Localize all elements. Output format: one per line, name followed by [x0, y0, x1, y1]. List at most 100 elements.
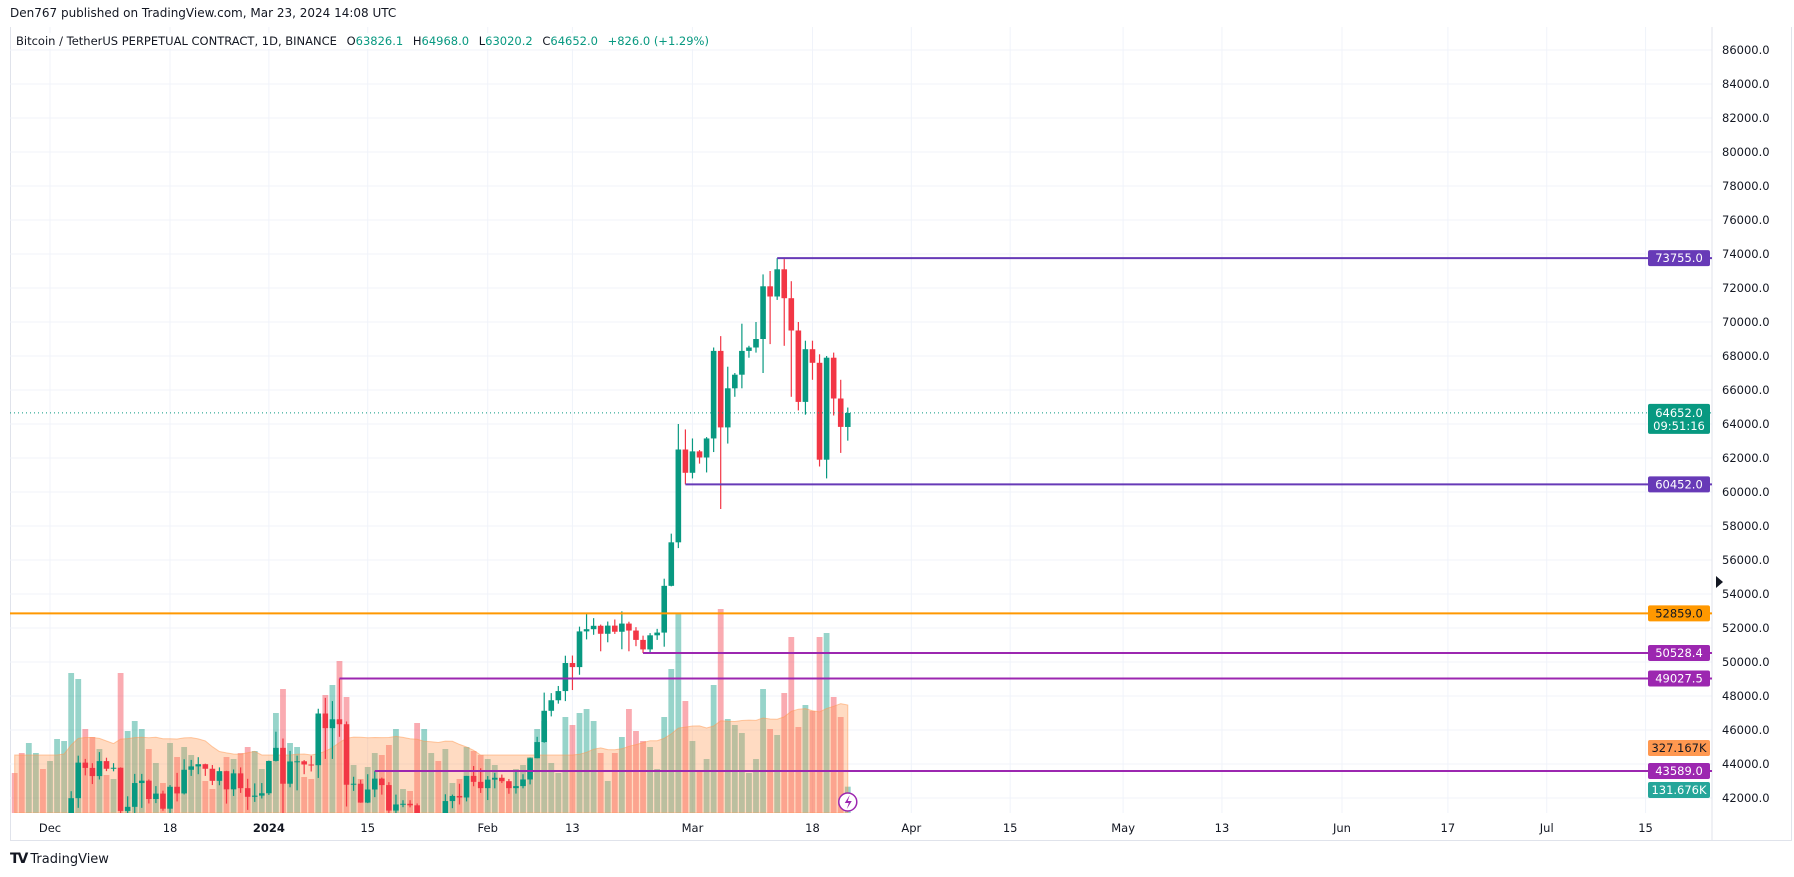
candle-body	[209, 768, 216, 781]
candle-body	[153, 793, 159, 800]
candle-body	[640, 639, 646, 650]
volume-bar	[110, 779, 117, 813]
candle-body	[562, 663, 569, 692]
volume-bar	[32, 753, 39, 813]
candle-body	[576, 631, 583, 668]
volume-bar	[61, 741, 68, 813]
candle-body	[724, 388, 731, 428]
volume-bar	[760, 689, 766, 813]
symbol-title[interactable]: Bitcoin / TetherUS PERPETUAL CONTRACT, 1…	[16, 34, 337, 48]
volume-bar	[633, 731, 639, 813]
price-tick-label: 80000.0	[1722, 145, 1770, 159]
level-price-tag: 52859.0	[1655, 606, 1703, 620]
candle-body	[647, 635, 653, 650]
plot-area	[10, 257, 1712, 870]
volume-bar	[731, 725, 738, 813]
scroll-to-realtime-icon[interactable]	[1716, 576, 1723, 588]
candle-body	[534, 742, 540, 759]
level-price-tag-bg	[1648, 762, 1710, 779]
candle-body	[746, 347, 752, 351]
footer-brand[interactable]: TV TradingView	[10, 851, 109, 867]
volume-bar	[583, 709, 590, 813]
chart-frame[interactable]	[10, 27, 1792, 841]
candle-body	[654, 632, 660, 636]
candle-body	[830, 357, 837, 399]
candle-body	[188, 766, 194, 770]
volume-bar	[124, 731, 131, 813]
volume-bar	[131, 721, 138, 813]
volume-bar	[837, 717, 844, 813]
candle-body	[569, 663, 576, 668]
volume-bar	[385, 745, 392, 813]
price-tick-label: 84000.0	[1722, 77, 1770, 91]
candle-body	[329, 719, 336, 729]
volume-bar	[675, 613, 682, 813]
volume-bar	[724, 719, 731, 813]
volume-bar	[746, 773, 752, 813]
volume-bar	[414, 723, 421, 813]
volume-bar	[209, 789, 216, 813]
candle-body	[477, 781, 484, 789]
price-tick-label: 54000.0	[1722, 587, 1770, 601]
volume-bar	[647, 747, 653, 813]
candle-body	[386, 785, 392, 811]
volume-bar	[527, 757, 533, 813]
volume-bar	[830, 697, 837, 813]
candle-body	[421, 834, 427, 840]
lightning-icon-bolt	[844, 795, 852, 809]
volume-bar	[689, 741, 696, 813]
price-tick-label: 82000.0	[1722, 111, 1770, 125]
candle-body	[273, 747, 279, 761]
candle-body	[717, 350, 724, 428]
candle-body	[315, 713, 322, 766]
candle-body	[604, 625, 611, 634]
candle-body	[436, 831, 442, 833]
volume-bar	[753, 759, 759, 813]
volume-bar	[75, 679, 82, 813]
candle-body	[259, 793, 265, 796]
candle-body	[823, 357, 830, 460]
volume-bar	[216, 775, 223, 813]
volume-bar	[626, 709, 632, 813]
price-tick-label: 56000.0	[1722, 553, 1770, 567]
candle-body	[110, 767, 117, 769]
volume-bar	[103, 775, 110, 813]
price-tick-label: 50000.0	[1722, 655, 1770, 669]
volume-bar	[18, 753, 25, 813]
candle-body	[131, 783, 138, 807]
candle-body	[138, 780, 145, 784]
candle-body	[612, 625, 618, 632]
candle-body	[696, 451, 703, 458]
candle-body	[619, 623, 625, 632]
candle-body	[308, 764, 315, 766]
volume-bar	[774, 735, 781, 813]
candle-body	[682, 449, 689, 473]
time-tick-label: Jul	[1539, 821, 1554, 835]
volume-bar	[40, 769, 46, 813]
volume-bar	[823, 633, 830, 813]
candle-body	[491, 777, 498, 780]
volume-bar	[604, 781, 611, 813]
candle-body	[33, 869, 39, 870]
volume-bar	[506, 785, 512, 813]
level-price-tag-bg	[1648, 476, 1710, 493]
price-tick-label: 44000.0	[1722, 757, 1770, 771]
candle-body	[809, 349, 816, 363]
volume-bar	[188, 755, 195, 813]
volume-last-tag-bg	[1648, 782, 1710, 798]
candle-body	[379, 778, 385, 786]
candle-body	[449, 795, 456, 802]
candle-body	[393, 804, 399, 811]
candle-body	[96, 761, 103, 777]
lightning-icon[interactable]	[838, 792, 858, 812]
candle-body	[336, 719, 343, 725]
price-tick-label: 78000.0	[1722, 179, 1770, 193]
open-value: 63826.1	[355, 34, 404, 48]
last-price-tag-bg	[1648, 403, 1710, 434]
price-tick-label: 70000.0	[1722, 315, 1770, 329]
candle-body	[597, 625, 604, 634]
last-price-tag: 64652.0	[1655, 406, 1703, 420]
candle-body	[89, 767, 96, 777]
volume-bar	[54, 739, 60, 813]
